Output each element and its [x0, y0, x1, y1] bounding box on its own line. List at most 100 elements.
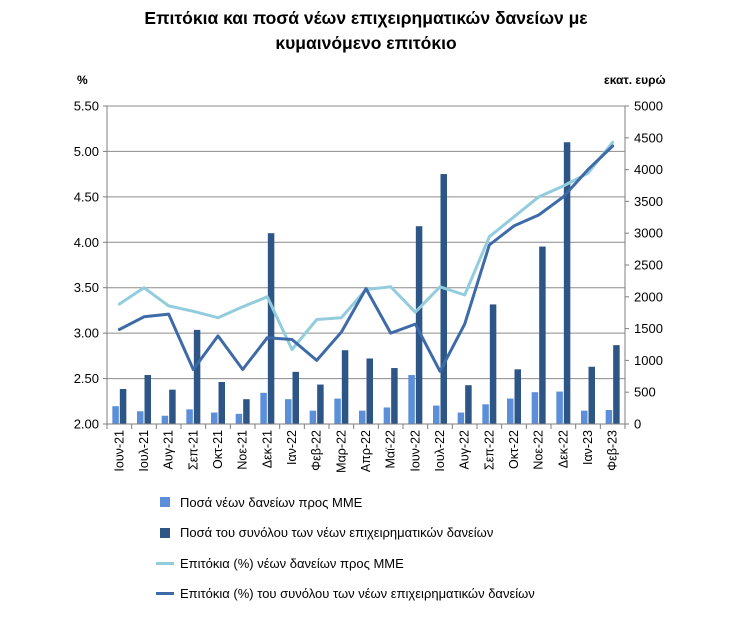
bar-sme-amount [309, 410, 317, 424]
bar-total-amount [193, 329, 201, 424]
bar-total-amount [489, 304, 497, 424]
left-tick-label: 4.00 [74, 235, 99, 250]
right-tick-label: 500 [634, 385, 656, 400]
legend: Ποσά νέων δανείων προς ΜΜΕ Ποσά του συνό… [156, 487, 720, 610]
chart-title: Επιτόκια και ποσά νέων επιχειρηματικών δ… [0, 6, 732, 56]
x-tick-label: Νοε-21 [236, 430, 250, 470]
bar-total-amount [144, 375, 151, 424]
bar-sme-amount [186, 409, 193, 424]
x-tick-label: Ιαν-23 [581, 430, 595, 465]
x-tick-label: Φεβ-22 [310, 430, 324, 471]
right-tick-label: 2500 [634, 258, 663, 273]
x-tick-label: Αυγ-22 [458, 430, 472, 470]
bar-total-amount [218, 382, 225, 424]
legend-item-sme-rate: Επιτόκια (%) νέων δανείων προς ΜΜΕ [156, 548, 720, 579]
bar-sme-amount [359, 410, 366, 424]
bar-sme-amount [383, 407, 391, 424]
legend-item-total-rate: Επιτόκια (%) του συνόλου των νέων επιχει… [156, 579, 720, 610]
bar-sme-amount [605, 410, 613, 424]
right-axis-label: εκατ. ευρώ [604, 73, 666, 87]
legend-swatch-sme-amount [160, 497, 170, 508]
x-tick-label: Σεπ-21 [186, 430, 200, 470]
right-tick-label: 5000 [634, 99, 663, 114]
bar-total-amount [243, 399, 250, 424]
x-tick-label: Ιαν-22 [285, 430, 299, 465]
left-tick-label: 4.50 [74, 189, 99, 204]
bar-total-amount [391, 368, 398, 424]
x-tick-label: Μαϊ-22 [384, 430, 398, 469]
bar-sme-amount [556, 391, 563, 424]
left-axis-label: % [77, 73, 88, 87]
right-tick-label: 4500 [634, 130, 663, 145]
x-tick-label: Αυγ-21 [162, 430, 176, 470]
bar-sme-amount [285, 399, 292, 424]
x-tick-label: Δεκ-21 [260, 430, 274, 468]
legend-label-sme-rate: Επιτόκια (%) νέων δανείων προς ΜΜΕ [180, 555, 404, 571]
chart-title-line-2: κυμαινόμενο επιτόκιο [275, 33, 457, 53]
x-tick-label: Νοε-22 [532, 430, 546, 470]
bar-sme-amount [531, 392, 539, 424]
left-tick-label: 3.00 [74, 326, 99, 341]
legend-label-sme-amount: Ποσά νέων δανείων προς ΜΜΕ [180, 494, 363, 510]
bar-sme-amount [581, 410, 588, 424]
x-tick-label: Μαρ-22 [334, 430, 348, 473]
x-tick-label: Ιουλ-22 [433, 430, 447, 472]
x-tick-label: Οκτ-21 [211, 430, 225, 469]
left-tick-label: 5.00 [74, 144, 99, 159]
x-tick-label: Απρ-22 [359, 430, 373, 472]
bar-total-amount [465, 385, 472, 424]
legend-item-sme-amount: Ποσά νέων δανείων προς ΜΜΕ [160, 487, 720, 518]
legend-swatch-total-rate [156, 592, 174, 596]
x-tick-label: Δεκ-22 [556, 430, 570, 468]
left-tick-label: 3.50 [74, 280, 99, 295]
bar-total-amount [267, 233, 275, 424]
legend-label-total-rate: Επιτόκια (%) του συνόλου των νέων επιχει… [180, 586, 535, 602]
bar-total-amount [415, 226, 423, 424]
bar-sme-amount [482, 404, 489, 424]
x-tick-label: Ιουν-21 [112, 430, 126, 472]
bar-sme-amount [334, 398, 341, 424]
right-tick-label: 3000 [634, 226, 663, 241]
legend-swatch-sme-rate [156, 561, 174, 565]
bar-total-amount [169, 389, 176, 424]
chart-title-line-1: Επιτόκια και ποσά νέων επιχειρηματικών δ… [144, 8, 588, 28]
line-sme-rate [117, 140, 615, 351]
x-tick-label: Οκτ-22 [507, 430, 521, 469]
bar-sme-amount [235, 413, 243, 424]
right-tick-label: 1500 [634, 321, 663, 336]
bar-total-amount [539, 246, 546, 424]
x-tick-label: Φεβ-23 [606, 430, 620, 471]
bar-sme-amount [161, 415, 169, 424]
left-tick-label: 5.50 [74, 99, 99, 114]
legend-label-total-amount: Ποσά του συνόλου των νέων επιχειρηματικώ… [180, 525, 494, 541]
right-tick-label: 0 [634, 417, 641, 432]
bar-sme-amount [408, 375, 415, 424]
bar-sme-amount [137, 411, 144, 424]
left-tick-label: 2.00 [74, 417, 99, 432]
axes: 2.00 2.50 3.00 3.50 4.00 4.50 5.00 5.50 0 500 1000… [74, 99, 663, 473]
bar-series-group [112, 142, 620, 424]
bar-total-amount [341, 350, 349, 424]
right-tick-label: 1000 [634, 353, 663, 368]
line-total-rate [117, 144, 615, 373]
bar-total-amount [119, 389, 127, 424]
bar-sme-amount [457, 412, 465, 424]
bar-total-amount [317, 384, 324, 424]
right-tick-label: 3500 [634, 194, 663, 209]
line-series-group [117, 140, 615, 373]
bar-sme-amount [433, 405, 440, 424]
legend-item-total-amount: Ποσά του συνόλου των νέων επιχειρηματικώ… [160, 518, 720, 549]
bar-total-amount [292, 371, 299, 424]
legend-swatch-total-amount [160, 527, 170, 538]
bar-total-amount [514, 369, 521, 424]
right-tick-label: 4000 [634, 162, 663, 177]
bar-sme-amount [260, 392, 267, 424]
left-tick-label: 2.50 [74, 371, 99, 386]
bar-total-amount [366, 358, 373, 424]
x-tick-label: Ιουλ-21 [137, 430, 151, 472]
x-tick-label: Σεπ-22 [482, 430, 496, 470]
bar-sme-amount [112, 406, 119, 424]
bar-sme-amount [507, 398, 514, 424]
bar-total-amount [440, 174, 447, 424]
bar-sme-amount [211, 412, 218, 424]
